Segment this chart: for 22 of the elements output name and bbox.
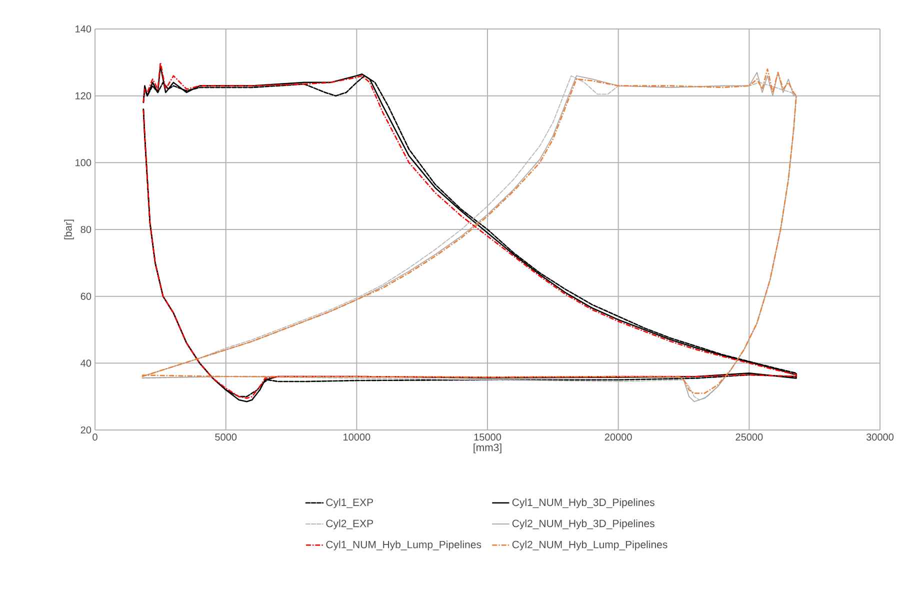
legend-label: Cyl2_NUM_Hyb_3D_Pipelines [512, 519, 654, 530]
y-tick-label: 80 [80, 226, 92, 234]
y-tick-label: 40 [80, 360, 92, 367]
y-tick-label: 20 [80, 426, 92, 434]
x-tick-label: 10000 [344, 434, 370, 441]
y-tick-label: 60 [80, 292, 92, 300]
legend-label: Cyl1_EXP [326, 498, 373, 508]
x-axis-title: [mm3] [474, 443, 502, 454]
y-axis-title: [bar] [64, 220, 74, 240]
y-tick-label: 120 [76, 92, 92, 100]
legend-label: Cyl1_NUM_Hyb_3D_Pipelines [512, 498, 654, 508]
y-tick-label: 100 [76, 159, 92, 166]
x-tick-label: 20000 [604, 434, 632, 441]
x-tick-label: 5000 [215, 434, 237, 441]
legend-label: Cyl2_EXP [326, 519, 373, 530]
x-tick-label: 30000 [866, 434, 894, 441]
x-tick-label: 0 [92, 434, 98, 441]
legend-label: Cyl1_NUM_Hyb_Lump_Pipelines [326, 540, 482, 550]
x-tick-label: 15000 [474, 434, 502, 441]
y-tick-label: 140 [76, 25, 92, 33]
x-tick-label: 25000 [736, 434, 763, 441]
legend-label: Cyl2_NUM_Hyb_Lump_Pipelines [512, 540, 668, 550]
